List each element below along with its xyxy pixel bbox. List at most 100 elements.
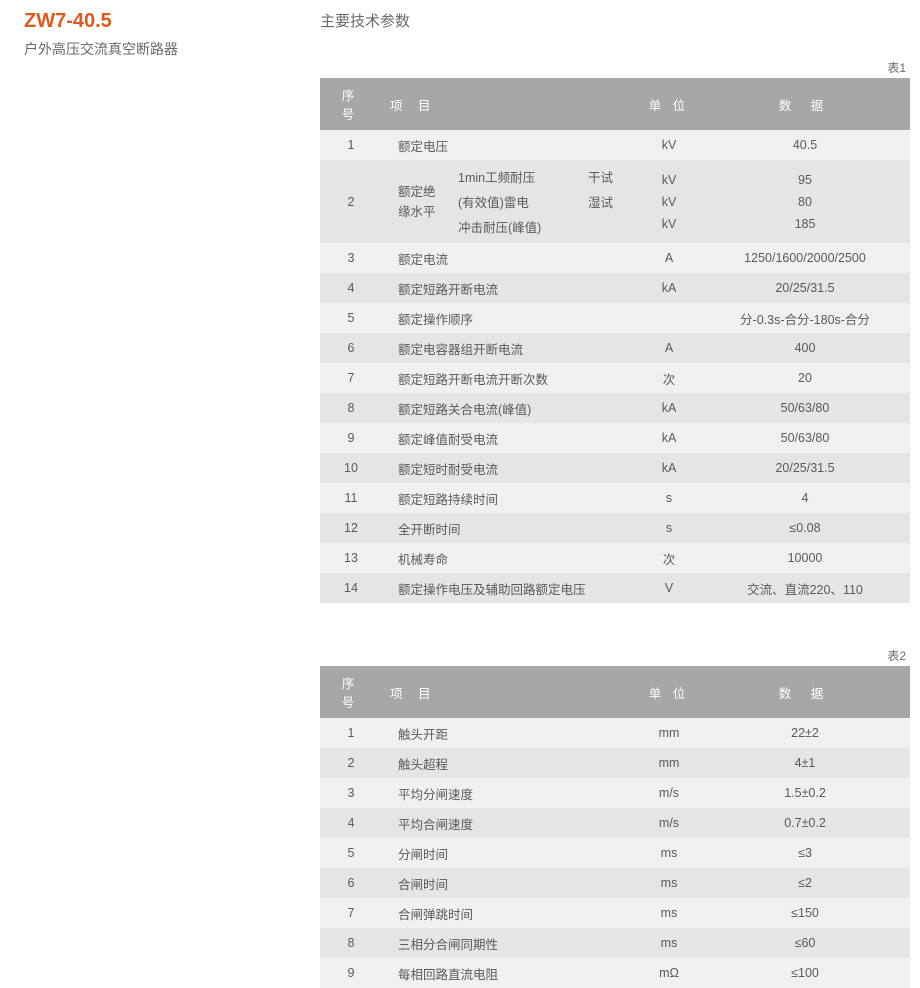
cell-data: ≤3 bbox=[700, 838, 910, 868]
cell-seq: 4 bbox=[320, 808, 382, 838]
cell-data: 1.5±0.2 bbox=[700, 778, 910, 808]
cell-seq: 1 bbox=[320, 130, 382, 160]
cell-item: 每相回路直流电阻 bbox=[382, 958, 638, 988]
spec-table-1: 序 号 项 目 单 位 数 据 1 额定电压 kV 40.5 2 bbox=[320, 78, 910, 603]
nested-group-b: 缘水平 bbox=[398, 205, 436, 219]
cell-item: 额定电压 bbox=[382, 130, 638, 160]
cell-data: 22±2 bbox=[700, 718, 910, 748]
cell-seq: 13 bbox=[320, 543, 382, 573]
cell-data: 20/25/31.5 bbox=[700, 273, 910, 303]
table-row: 1 额定电压 kV 40.5 bbox=[320, 130, 910, 160]
nested-mid1: 1min工频耐压 bbox=[458, 167, 588, 186]
u0: kV bbox=[662, 173, 677, 187]
col-data: 数 据 bbox=[700, 78, 910, 130]
cell-seq: 9 bbox=[320, 958, 382, 988]
table2-label: 表2 bbox=[320, 647, 910, 664]
cell-seq: 3 bbox=[320, 243, 382, 273]
cell-data: 4 bbox=[700, 483, 910, 513]
cell-unit: s bbox=[638, 483, 700, 513]
cell-item-nested: 额定绝 缘水平 1min工频耐压 (有效值)雷电 冲击耐压(峰值) 干试 湿试 bbox=[382, 160, 638, 243]
cell-unit-stack: kV kV kV bbox=[638, 160, 700, 243]
cell-item: 额定短路关合电流(峰值) bbox=[382, 393, 638, 423]
cell-data: 10000 bbox=[700, 543, 910, 573]
cell-data: 50/63/80 bbox=[700, 423, 910, 453]
cell-data: 40.5 bbox=[700, 130, 910, 160]
cell-item: 额定短路开断电流开断次数 bbox=[382, 363, 638, 393]
nested-group-label: 额定绝 缘水平 bbox=[398, 182, 458, 222]
cell-item: 额定操作电压及辅助回路额定电压 bbox=[382, 573, 638, 603]
cell-seq: 7 bbox=[320, 898, 382, 928]
cell-item: 合闸弹跳时间 bbox=[382, 898, 638, 928]
nested-mid2: (有效值)雷电 bbox=[458, 192, 588, 211]
table-row: 3 平均分闸速度 m/s 1.5±0.2 bbox=[320, 778, 910, 808]
col-item: 项 目 bbox=[382, 666, 638, 718]
cell-data: 分-0.3s-合分-180s-合分 bbox=[700, 303, 910, 333]
nested-mid3: 冲击耐压(峰值) bbox=[458, 217, 588, 236]
cell-data: 交流、直流220、110 bbox=[700, 573, 910, 603]
cell-data: ≤100 bbox=[700, 958, 910, 988]
col-seq: 序 号 bbox=[320, 666, 382, 718]
cell-item: 触头超程 bbox=[382, 748, 638, 778]
cell-seq: 7 bbox=[320, 363, 382, 393]
cell-seq: 5 bbox=[320, 303, 382, 333]
left-column: ZW7-40.5 户外高压交流真空断路器 bbox=[0, 10, 320, 988]
cell-seq: 3 bbox=[320, 778, 382, 808]
cell-seq: 8 bbox=[320, 928, 382, 958]
model-number: ZW7-40.5 bbox=[24, 10, 310, 33]
cell-seq: 10 bbox=[320, 453, 382, 483]
table-row: 11 额定短路持续时间 s 4 bbox=[320, 483, 910, 513]
table-row: 8 三相分合闸同期性 ms ≤60 bbox=[320, 928, 910, 958]
table-row: 7 合闸弹跳时间 ms ≤150 bbox=[320, 898, 910, 928]
cell-seq: 14 bbox=[320, 573, 382, 603]
cell-unit bbox=[638, 303, 700, 333]
cell-seq: 5 bbox=[320, 838, 382, 868]
d2: 185 bbox=[795, 217, 816, 231]
cell-unit: A bbox=[638, 243, 700, 273]
cell-item: 分闸时间 bbox=[382, 838, 638, 868]
cell-seq: 2 bbox=[320, 160, 382, 243]
cell-item: 额定电流 bbox=[382, 243, 638, 273]
table-row: 9 额定峰值耐受电流 kA 50/63/80 bbox=[320, 423, 910, 453]
table2-header-row: 序 号 项 目 单 位 数 据 bbox=[320, 666, 910, 718]
table-row: 9 每相回路直流电阻 mΩ ≤100 bbox=[320, 958, 910, 988]
cell-item: 三相分合闸同期性 bbox=[382, 928, 638, 958]
col-item: 项 目 bbox=[382, 78, 638, 130]
cell-unit: kA bbox=[638, 393, 700, 423]
cell-unit: s bbox=[638, 513, 700, 543]
cell-data: 20/25/31.5 bbox=[700, 453, 910, 483]
cell-unit: m/s bbox=[638, 808, 700, 838]
cell-data-stack: 95 80 185 bbox=[700, 160, 910, 243]
table-row: 4 平均合闸速度 m/s 0.7±0.2 bbox=[320, 808, 910, 838]
cell-data: 20 bbox=[700, 363, 910, 393]
cell-item: 全开断时间 bbox=[382, 513, 638, 543]
cell-seq: 11 bbox=[320, 483, 382, 513]
cell-unit: A bbox=[638, 333, 700, 363]
cell-seq: 9 bbox=[320, 423, 382, 453]
cell-item: 额定短时耐受电流 bbox=[382, 453, 638, 483]
cell-unit: mm bbox=[638, 718, 700, 748]
cell-data: ≤60 bbox=[700, 928, 910, 958]
cell-unit: m/s bbox=[638, 778, 700, 808]
cell-unit: 次 bbox=[638, 543, 700, 573]
table-row: 1 触头开距 mm 22±2 bbox=[320, 718, 910, 748]
d0: 95 bbox=[798, 173, 812, 187]
cell-item: 触头开距 bbox=[382, 718, 638, 748]
cell-item: 机械寿命 bbox=[382, 543, 638, 573]
table-row: 5 分闸时间 ms ≤3 bbox=[320, 838, 910, 868]
nested-grid: 额定绝 缘水平 1min工频耐压 (有效值)雷电 冲击耐压(峰值) 干试 湿试 bbox=[398, 166, 630, 238]
cell-data: ≤0.08 bbox=[700, 513, 910, 543]
col-unit: 单 位 bbox=[638, 666, 700, 718]
u1: kV bbox=[662, 195, 677, 209]
u2: kV bbox=[662, 217, 677, 231]
table-row: 7 额定短路开断电流开断次数 次 20 bbox=[320, 363, 910, 393]
cell-item: 额定短路开断电流 bbox=[382, 273, 638, 303]
cell-data: 1250/1600/2000/2500 bbox=[700, 243, 910, 273]
table-row: 2 触头超程 mm 4±1 bbox=[320, 748, 910, 778]
cell-unit: V bbox=[638, 573, 700, 603]
cell-data: 50/63/80 bbox=[700, 393, 910, 423]
table-row: 10 额定短时耐受电流 kA 20/25/31.5 bbox=[320, 453, 910, 483]
table1-label: 表1 bbox=[320, 59, 910, 76]
table-row: 14 额定操作电压及辅助回路额定电压 V 交流、直流220、110 bbox=[320, 573, 910, 603]
cell-unit: kA bbox=[638, 273, 700, 303]
table-row: 13 机械寿命 次 10000 bbox=[320, 543, 910, 573]
